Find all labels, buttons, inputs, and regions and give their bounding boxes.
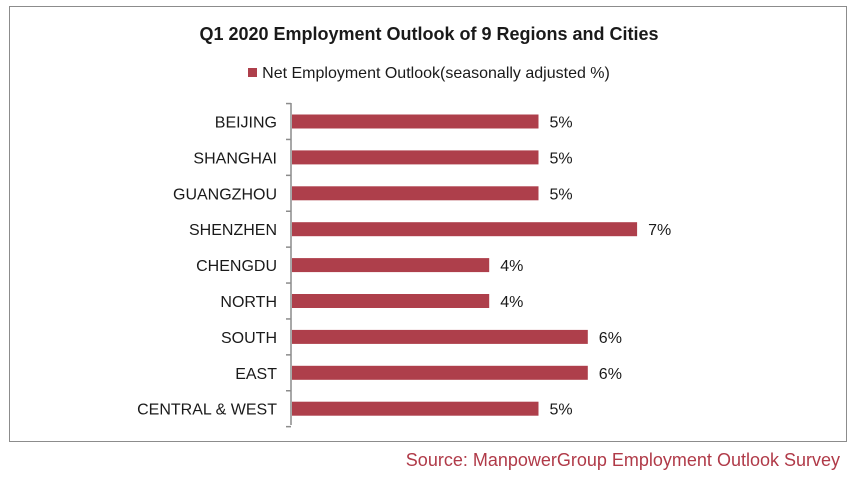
data-label: 5% <box>550 115 573 132</box>
data-label: 4% <box>500 294 523 311</box>
legend-swatch <box>248 68 258 77</box>
category-label: EAST <box>235 366 277 383</box>
legend-label: Net Employment Outlook(seasonally adjust… <box>262 65 610 82</box>
category-label: BEIJING <box>215 115 277 132</box>
source-note: Source: ManpowerGroup Employment Outlook… <box>405 450 840 470</box>
bars-layer: BEIJING 5% SHANGHAI 5% GUANGZHOU 5% SHENZHEN 7%… <box>137 102 671 428</box>
category-label: CENTRAL & WEST <box>137 402 277 419</box>
data-label: 5% <box>550 402 573 419</box>
data-label: 6% <box>599 366 622 383</box>
category-label: NORTH <box>220 294 277 311</box>
chart-title: Q1 2020 Employment Outlook of 9 Regions … <box>199 24 659 44</box>
chart-frame <box>9 6 847 442</box>
category-label: GUANGZHOU <box>173 186 277 203</box>
category-label: SOUTH <box>221 330 277 347</box>
data-label: 5% <box>550 186 573 203</box>
category-label: SHENZHEN <box>189 222 277 239</box>
bar <box>292 329 588 344</box>
bar <box>292 114 539 129</box>
data-label: 4% <box>500 258 523 275</box>
category-label: CHENGDU <box>196 258 277 275</box>
chart-legend: Net Employment Outlook(seasonally adjust… <box>0 65 858 83</box>
bar <box>292 365 588 380</box>
bar <box>292 401 539 416</box>
bar <box>292 222 638 237</box>
bar <box>292 258 490 273</box>
bar <box>292 294 490 308</box>
bar <box>292 186 539 201</box>
category-label: SHANGHAI <box>193 150 277 167</box>
bar <box>292 150 539 165</box>
data-label: 7% <box>648 222 671 239</box>
data-label: 5% <box>550 150 573 167</box>
data-label: 6% <box>599 330 622 347</box>
